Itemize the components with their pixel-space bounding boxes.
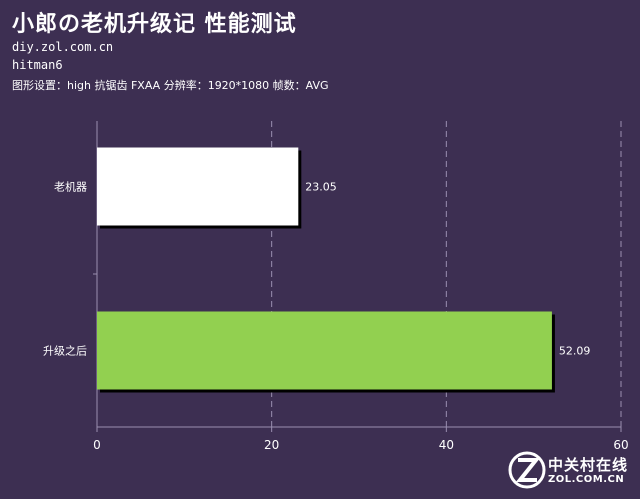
zol-watermark: 中关村在线 ZOL.COM.CN	[508, 448, 638, 496]
zol-logo-icon	[508, 451, 546, 489]
bar	[97, 147, 299, 226]
site-url: diy.zol.com.cn	[12, 40, 114, 54]
x-tick-label: 0	[93, 438, 101, 452]
x-tick-label: 60	[613, 438, 628, 452]
watermark-domain: ZOL.COM.CN	[548, 474, 625, 485]
data-label: 52.09	[559, 345, 591, 358]
x-tick-label: 40	[439, 438, 454, 452]
category-label: 升级之后	[43, 344, 87, 358]
watermark-brand: 中关村在线	[548, 456, 629, 474]
category-label: 老机器	[54, 180, 87, 194]
game-name: hitman6	[12, 58, 63, 72]
data-label: 23.05	[305, 181, 337, 194]
chart-title: 小郎の老机升级记 性能测试	[12, 12, 297, 37]
bar	[97, 311, 552, 390]
x-tick-label: 20	[264, 438, 279, 452]
test-settings: 图形设置：high 抗锯齿 FXAA 分辨率：1920*1080 帧数：AVG	[12, 79, 329, 92]
